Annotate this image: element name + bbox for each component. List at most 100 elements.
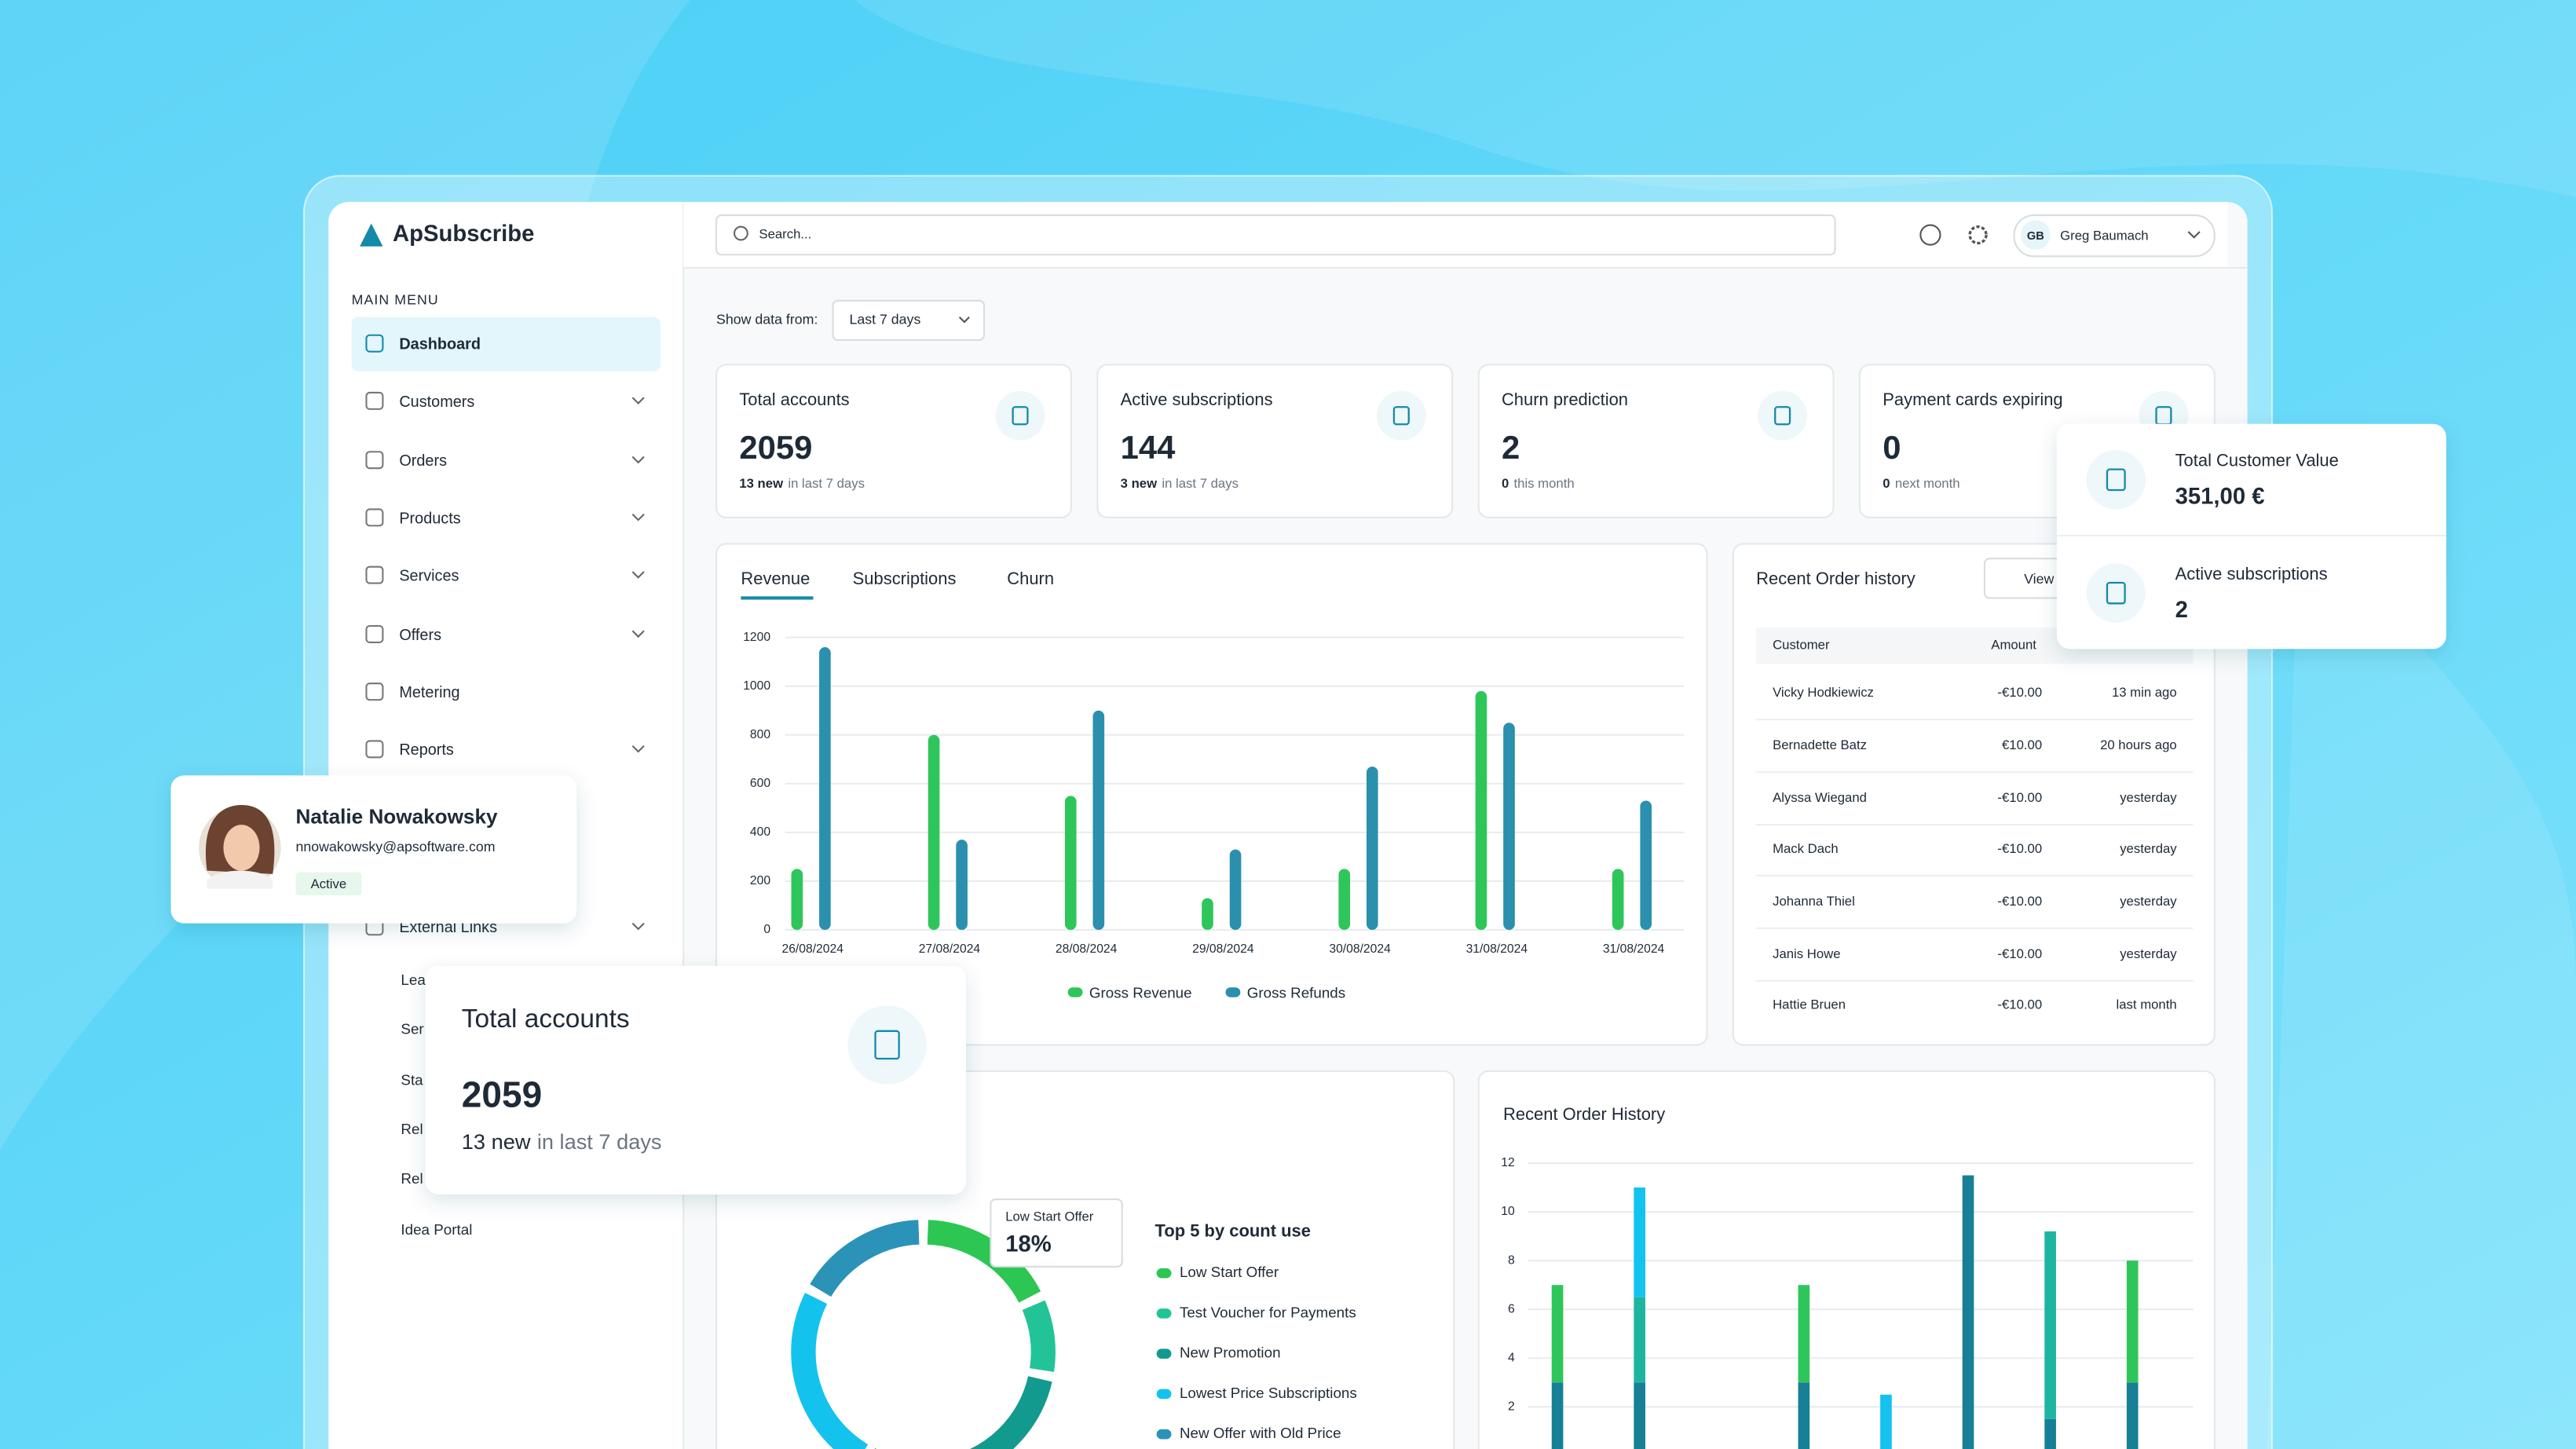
y-tick-label: 2 [1508, 1400, 1515, 1413]
bar-segment [1551, 1285, 1564, 1383]
x-tick-label: 26/08/2024 [781, 942, 843, 956]
bar-segment [2044, 1418, 2056, 1449]
bar-segment [1798, 1382, 1810, 1449]
stat-note: 0 next month [1883, 477, 1959, 492]
stat-card [1477, 364, 1835, 518]
y-tick-label: 1000 [743, 679, 770, 693]
menu-item[interactable]: Orders [399, 452, 447, 470]
stat-highlight: 0 [1502, 477, 1509, 492]
filter-select[interactable] [832, 299, 986, 342]
menu-item[interactable]: Offers [399, 627, 441, 644]
bg-shape [2267, 492, 2576, 1449]
menu-icon [365, 740, 384, 759]
customer-name[interactable]: Alyssa Wiegand [1773, 790, 1867, 805]
user-menu[interactable] [2013, 214, 2216, 258]
stat-highlight: 3 new [1121, 477, 1158, 492]
bar-segment [1634, 1382, 1645, 1449]
donut-segment [1022, 1300, 1056, 1372]
menu-item[interactable]: External Links [399, 919, 497, 936]
column-header: Customer [1773, 638, 1830, 653]
x-tick-label: 29/08/2024 [1192, 942, 1254, 956]
customer-name[interactable]: Vicky Hodkiewicz [1773, 685, 1874, 700]
menu-icon [365, 334, 384, 353]
legend-swatch [1156, 1389, 1172, 1400]
y-tick-label: 400 [750, 825, 770, 839]
bar [1064, 796, 1077, 930]
customer-name[interactable]: Mack Dach [1773, 841, 1839, 856]
tab[interactable]: Churn [1007, 569, 1054, 588]
orders-title: Recent Order history [1756, 569, 1916, 588]
stat-title: Churn prediction [1502, 390, 1628, 409]
legend-label: Lowest Price Subscriptions [1180, 1385, 1357, 1401]
stat-title: Active subscriptions [1121, 390, 1273, 409]
menu-icon [365, 624, 384, 643]
menu-item[interactable]: Products [399, 510, 460, 527]
menu-item[interactable]: Reports [399, 741, 454, 759]
stat-value: 2059 [739, 429, 812, 466]
stat-title: Payment cards expiring [1883, 390, 2062, 409]
menu-icon [365, 565, 384, 584]
bar [1503, 723, 1515, 930]
legend-title: Top 5 by count use [1155, 1221, 1311, 1241]
bar [1338, 869, 1351, 930]
stat-note: 3 new in last 7 days [1121, 477, 1239, 492]
bar-segment [1551, 1382, 1564, 1449]
chevron [631, 745, 645, 753]
sub-link: Rel [401, 1121, 423, 1137]
column-header: Amount [1991, 638, 2036, 653]
bar [956, 840, 968, 930]
value-number: 2 [2175, 597, 2188, 623]
tab[interactable]: Subscriptions [853, 569, 957, 588]
help-icon[interactable] [1919, 224, 1941, 246]
donut-segment [874, 1376, 1052, 1449]
stat-icon [1376, 390, 1426, 441]
value-icon-glyph [2106, 468, 2126, 492]
legend-label: New Offer with Old Price [1180, 1425, 1341, 1441]
profile-face [223, 825, 260, 871]
tooltip [990, 1198, 1123, 1268]
menu-item[interactable]: Dashboard [399, 336, 481, 353]
menu-icon [365, 391, 384, 410]
amount: -€10.00 [1997, 790, 2042, 805]
bar-segment [1962, 1175, 1974, 1449]
stat-note-text: in last 7 days [1162, 477, 1239, 492]
menu-item[interactable]: Customers [399, 393, 474, 411]
stat-note-text: this month [1514, 477, 1575, 492]
menu-item[interactable]: Services [399, 567, 459, 584]
amount: -€10.00 [1997, 685, 2042, 700]
stat-icon-glyph [1774, 406, 1791, 426]
settings-icon[interactable] [1968, 225, 1988, 245]
search-icon [734, 225, 748, 241]
amount: -€10.00 [1997, 946, 2042, 961]
status-label: Active [311, 876, 347, 891]
bar [1202, 898, 1213, 930]
menu-item[interactable]: Metering [399, 684, 459, 701]
stat-icon [995, 390, 1045, 441]
status-badge [295, 872, 362, 896]
y-tick-label: 600 [750, 777, 770, 790]
menu-icon [365, 508, 384, 527]
bar [1366, 767, 1378, 930]
sub-link: Sta [401, 1071, 423, 1088]
bar-segment [2044, 1231, 2056, 1419]
legend-swatch [1156, 1348, 1172, 1359]
profile-shoulders [207, 870, 273, 889]
order-time: yesterday [2120, 946, 2177, 961]
customer-name[interactable]: Bernadette Batz [1773, 737, 1867, 752]
menu-icon [365, 682, 384, 701]
customer-name[interactable]: Hattie Bruen [1773, 997, 1846, 1012]
y-tick-label: 12 [1501, 1156, 1514, 1169]
menu-active-bg [351, 317, 660, 371]
amount: -€10.00 [1997, 841, 2042, 856]
search[interactable] [715, 214, 1836, 256]
customer-name[interactable]: Johanna Thiel [1773, 894, 1855, 909]
customer-name[interactable]: Janis Howe [1773, 946, 1840, 961]
legend-swatch [1156, 1268, 1172, 1279]
amount: €10.00 [2002, 737, 2042, 752]
legend-label: Test Voucher for Payments [1180, 1304, 1356, 1320]
chevron [631, 514, 645, 521]
tab[interactable]: Revenue [741, 569, 810, 588]
bar [1229, 849, 1242, 930]
highlight-icon-glyph [874, 1030, 900, 1060]
value-icon-glyph [2106, 581, 2126, 605]
